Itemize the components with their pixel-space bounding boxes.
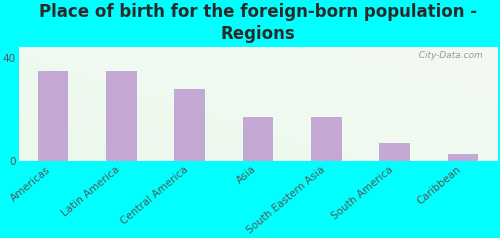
Bar xyxy=(38,71,68,161)
Text: City-Data.com: City-Data.com xyxy=(413,51,483,60)
Bar xyxy=(174,89,205,161)
Bar xyxy=(106,71,136,161)
Title: Place of birth for the foreign-born population -
Regions: Place of birth for the foreign-born popu… xyxy=(39,3,477,43)
Bar xyxy=(242,117,274,161)
Bar xyxy=(448,154,478,161)
Bar xyxy=(380,143,410,161)
Bar xyxy=(311,117,342,161)
